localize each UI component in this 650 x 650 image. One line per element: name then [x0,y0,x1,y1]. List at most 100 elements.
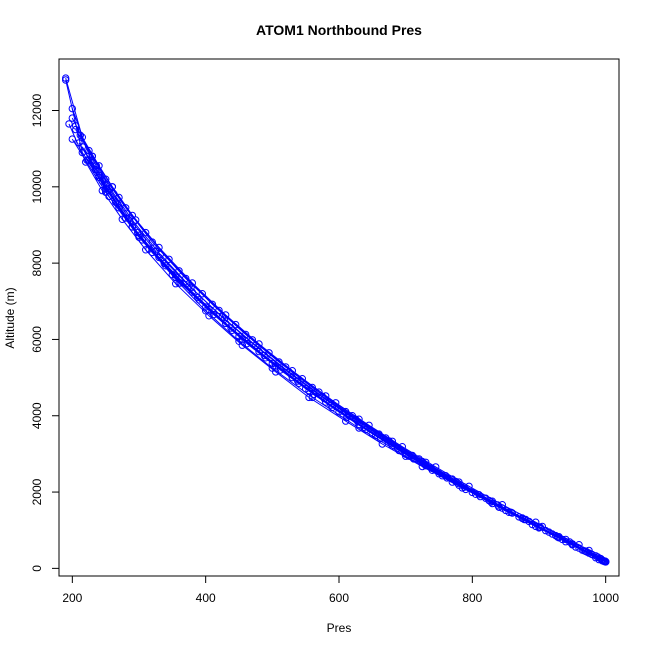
data-point [110,190,118,198]
plot-frame [58,58,620,577]
series-11 [68,104,609,565]
series-line [78,142,604,562]
y-tick-label: 12000 [30,94,44,128]
data-point [598,556,606,564]
data-point [596,554,604,563]
y-axis-label: Altitude (m) [3,287,17,348]
data-point [128,223,137,231]
y-tick-label: 8000 [30,249,44,276]
y-tick-label: 4000 [30,402,44,429]
data-point [198,290,207,298]
data-point [76,131,85,140]
chart-title: ATOM1 Northbound Pres [256,22,422,38]
series-line [79,135,606,563]
series-9 [65,120,602,561]
series-8 [85,156,610,566]
series-1 [68,135,608,566]
data-point [160,259,169,268]
data-point [525,517,533,526]
data-point [138,236,147,244]
x-tick-label: 1000 [592,591,619,605]
data-point [156,250,165,259]
series-14 [76,131,610,566]
data-point [268,364,276,372]
y-tick-label: 0 [30,565,44,572]
data-point [255,340,263,348]
data-point [487,498,495,506]
data-point [454,479,462,487]
series-line [75,129,602,560]
data-point [175,279,183,287]
data-point [545,528,553,536]
data-point [354,417,362,426]
data-point [452,477,460,486]
data-point [320,394,328,403]
series-13 [78,143,606,564]
series-line [81,146,602,561]
data-point [535,523,543,531]
y-tick-label: 6000 [30,326,44,353]
series-5 [68,114,600,562]
data-point [112,198,120,206]
data-point [460,483,468,491]
data-point [172,280,180,288]
data-point [507,508,515,516]
series-3 [61,74,603,564]
data-point [308,393,316,402]
data-point [142,246,150,254]
y-tick-label: 10000 [30,170,44,204]
data-point [92,162,101,170]
x-tick-label: 400 [196,591,216,605]
data-point [360,423,368,431]
data-point [65,120,73,128]
plot-area [61,74,610,566]
series-line [88,159,606,562]
data-point [130,218,138,226]
series-line [86,159,604,561]
data-point [165,255,173,263]
data-point [552,531,560,540]
data-point [394,444,402,452]
data-point [427,464,435,472]
x-tick-label: 200 [62,591,82,605]
data-point [95,173,103,182]
series-line [65,77,600,561]
x-tick-label: 800 [462,591,482,605]
series-line [68,123,598,558]
series-line [71,117,596,559]
series-line [65,79,601,559]
data-point [568,540,576,548]
data-point [202,307,210,315]
data-point [287,370,295,378]
data-point [583,548,591,556]
x-tick-label: 600 [329,591,349,605]
series-line [71,108,606,562]
data-point [485,496,493,505]
data-point [205,312,213,320]
series-6 [75,139,608,565]
data-point [61,76,70,84]
series-12 [61,76,604,563]
data-point [420,460,428,468]
series-7 [72,125,605,563]
series-line [71,138,605,562]
data-point [387,439,395,447]
series-line [75,125,603,562]
data-point [254,344,262,352]
data-point [520,515,528,524]
data-point [554,533,562,541]
data-point [476,492,484,501]
series-line [101,180,606,563]
data-point [235,337,243,345]
y-tick-label: 2000 [30,478,44,505]
data-point [78,143,87,151]
series-4 [98,177,610,566]
series-2 [72,122,606,565]
x-axis: 200 400 600 800 1000 [62,575,619,605]
data-point [220,315,229,323]
data-point [494,501,502,509]
data-point [72,125,80,134]
series-10 [83,156,607,565]
y-axis: 0 2000 4000 6000 8000 10000 12000 [30,94,60,572]
